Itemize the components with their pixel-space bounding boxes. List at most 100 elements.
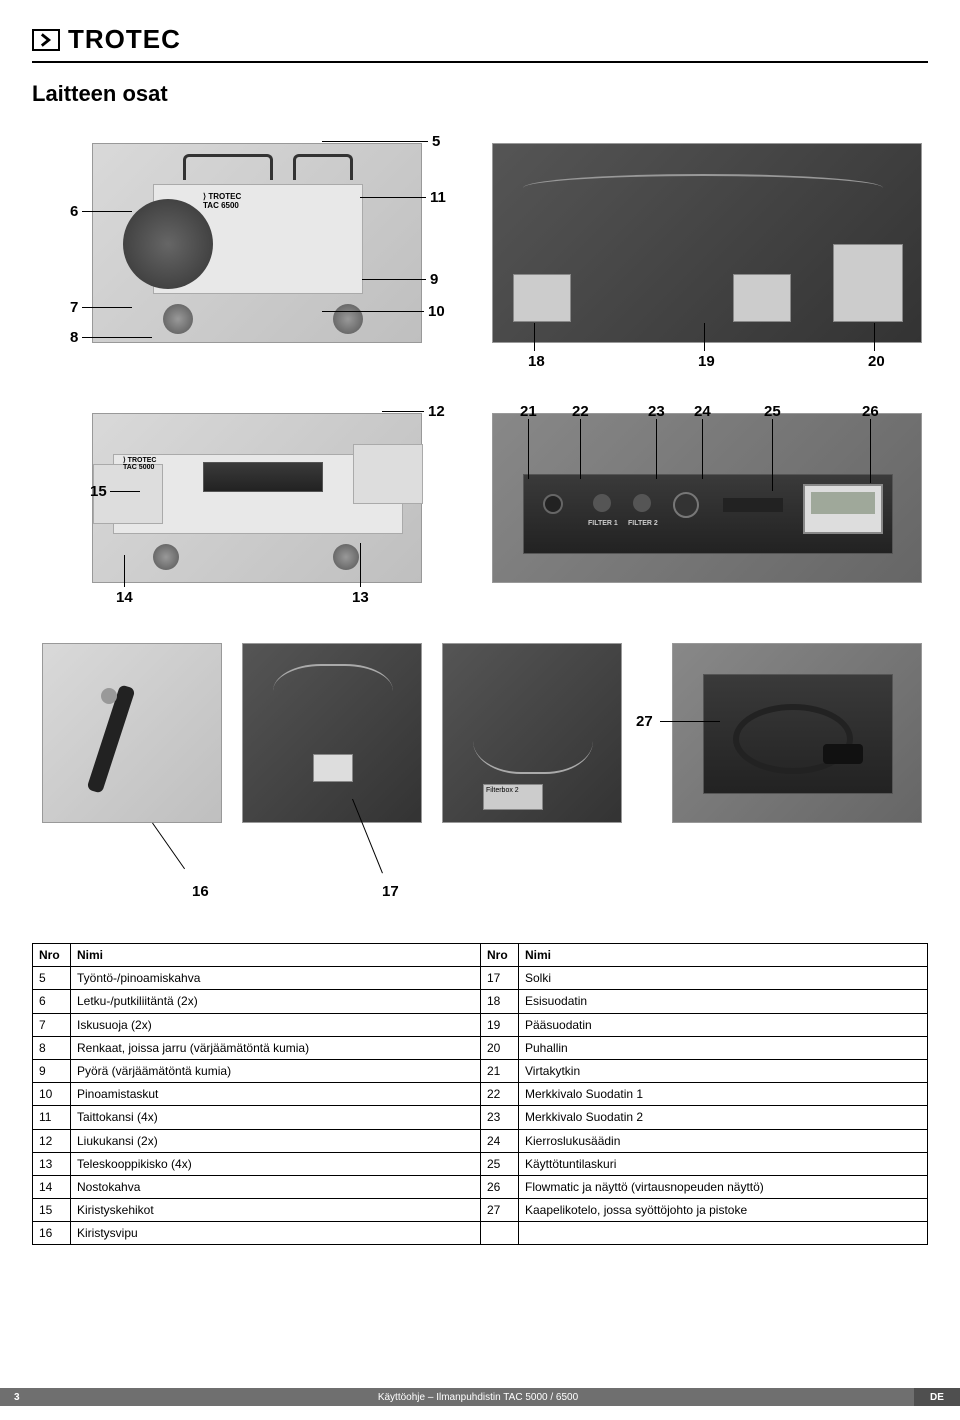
cell-nro: 13 (33, 1152, 71, 1175)
cell-nro: 23 (481, 1106, 519, 1129)
cell-nimi: Solki (519, 967, 928, 990)
cell-nimi: Työntö-/pinoamiskahva (71, 967, 481, 990)
footer-title: Käyttöohje – Ilmanpuhdistin TAC 5000 / 6… (42, 1392, 914, 1403)
table-row: 11Taittokansi (4x)23Merkkivalo Suodatin … (33, 1106, 928, 1129)
footer-page-number: 3 (0, 1392, 42, 1403)
parts-table: Nro Nimi Nro Nimi 5Työntö-/pinoamiskahva… (32, 943, 928, 1245)
callout-27: 27 (636, 713, 653, 730)
section-title: Laitteen osat (32, 81, 928, 107)
table-row: 5Työntö-/pinoamiskahva17Solki (33, 967, 928, 990)
th-nimi-right: Nimi (519, 944, 928, 967)
footer-lang: DE (914, 1388, 960, 1406)
callout-10: 10 (428, 303, 445, 320)
table-row: 16Kiristysvipu (33, 1222, 928, 1245)
cell-nro: 7 (33, 1013, 71, 1036)
cell-nimi: Kierroslukusäädin (519, 1129, 928, 1152)
cell-nro: 11 (33, 1106, 71, 1129)
cell-nro: 9 (33, 1059, 71, 1082)
callout-25: 25 (764, 403, 781, 420)
th-nro-left: Nro (33, 944, 71, 967)
table-row: 14Nostokahva26Flowmatic ja näyttö (virta… (33, 1175, 928, 1198)
cell-nro: 18 (481, 990, 519, 1013)
callout-11: 11 (430, 189, 446, 206)
cell-nimi: Käyttötuntilaskuri (519, 1152, 928, 1175)
th-nimi-left: Nimi (71, 944, 481, 967)
cell-nimi: Renkaat, joissa jarru (värjäämätöntä kum… (71, 1036, 481, 1059)
cell-nro: 17 (481, 967, 519, 990)
cell-nro: 16 (33, 1222, 71, 1245)
callout-22: 22 (572, 403, 589, 420)
callout-14: 14 (116, 589, 133, 606)
callout-5: 5 (432, 133, 440, 150)
callout-16: 16 (192, 883, 209, 900)
cell-nimi: Merkkivalo Suodatin 1 (519, 1083, 928, 1106)
callout-20: 20 (868, 353, 885, 370)
cell-nro: 15 (33, 1199, 71, 1222)
header-rule (32, 61, 928, 63)
cell-nimi: Taittokansi (4x) (71, 1106, 481, 1129)
cell-nimi: Iskusuoja (2x) (71, 1013, 481, 1036)
cell-nimi: Kaapelikotelo, jossa syöttöjohto ja pist… (519, 1199, 928, 1222)
callout-18: 18 (528, 353, 545, 370)
callout-7: 7 (70, 299, 78, 316)
cell-nro: 25 (481, 1152, 519, 1175)
cell-nro (481, 1222, 519, 1245)
callout-9: 9 (430, 271, 438, 288)
cell-nro: 14 (33, 1175, 71, 1198)
cell-nro: 5 (33, 967, 71, 990)
cell-nimi: Puhallin (519, 1036, 928, 1059)
figure-interior-panel (492, 143, 922, 343)
table-row: 12Liukukansi (2x)24Kierroslukusäädin (33, 1129, 928, 1152)
callout-19: 19 (698, 353, 715, 370)
figure-control-panel: FILTER 1 FILTER 2 (492, 413, 922, 583)
callout-24: 24 (694, 403, 711, 420)
callout-21: 21 (520, 403, 537, 420)
cell-nro: 24 (481, 1129, 519, 1152)
figures-area: ⟩ TROTECTAC 6500 5 11 6 9 7 10 8 18 19 2… (32, 123, 928, 923)
cell-nimi: Kiristysvipu (71, 1222, 481, 1245)
cell-nro: 10 (33, 1083, 71, 1106)
table-row: 9Pyörä (värjäämätöntä kumia)21Virtakytki… (33, 1059, 928, 1082)
callout-15: 15 (90, 483, 107, 500)
cell-nro: 22 (481, 1083, 519, 1106)
cell-nimi: Merkkivalo Suodatin 2 (519, 1106, 928, 1129)
cell-nro: 27 (481, 1199, 519, 1222)
brand-text: TROTEC (68, 24, 181, 55)
figure-device-open: ⟩ TROTECTAC 5000 (92, 413, 422, 583)
page-footer: 3 Käyttöohje – Ilmanpuhdistin TAC 5000 /… (0, 1388, 960, 1406)
table-row: 7Iskusuoja (2x)19Pääsuodatin (33, 1013, 928, 1036)
table-header-row: Nro Nimi Nro Nimi (33, 944, 928, 967)
table-row: 6Letku-/putkiliitäntä (2x)18Esisuodatin (33, 990, 928, 1013)
callout-13: 13 (352, 589, 369, 606)
table-row: 13Teleskooppikisko (4x)25Käyttötuntilask… (33, 1152, 928, 1175)
cell-nimi (519, 1222, 928, 1245)
cell-nimi: Liukukansi (2x) (71, 1129, 481, 1152)
cell-nro: 6 (33, 990, 71, 1013)
callout-26: 26 (862, 403, 879, 420)
cell-nimi: Pyörä (värjäämätöntä kumia) (71, 1059, 481, 1082)
logo-chevron-icon (32, 29, 60, 51)
figure-cable-compartment (672, 643, 922, 823)
cell-nro: 26 (481, 1175, 519, 1198)
cell-nimi: Pääsuodatin (519, 1013, 928, 1036)
callout-8: 8 (70, 329, 78, 346)
cell-nimi: Flowmatic ja näyttö (virtausnopeuden näy… (519, 1175, 928, 1198)
cell-nro: 21 (481, 1059, 519, 1082)
cell-nimi: Pinoamistaskut (71, 1083, 481, 1106)
callout-6: 6 (70, 203, 78, 220)
cell-nro: 8 (33, 1036, 71, 1059)
figure-lever (42, 643, 222, 823)
callout-17: 17 (382, 883, 399, 900)
cell-nimi: Teleskooppikisko (4x) (71, 1152, 481, 1175)
figure-filterbox: Filterbox 2 (442, 643, 622, 823)
cell-nro: 19 (481, 1013, 519, 1036)
table-row: 15Kiristyskehikot27Kaapelikotelo, jossa … (33, 1199, 928, 1222)
cell-nimi: Letku-/putkiliitäntä (2x) (71, 990, 481, 1013)
cell-nimi: Esisuodatin (519, 990, 928, 1013)
table-row: 8Renkaat, joissa jarru (värjäämätöntä ku… (33, 1036, 928, 1059)
cell-nimi: Nostokahva (71, 1175, 481, 1198)
callout-23: 23 (648, 403, 665, 420)
table-row: 10Pinoamistaskut22Merkkivalo Suodatin 1 (33, 1083, 928, 1106)
cell-nro: 20 (481, 1036, 519, 1059)
brand-logo: TROTEC (32, 24, 928, 55)
